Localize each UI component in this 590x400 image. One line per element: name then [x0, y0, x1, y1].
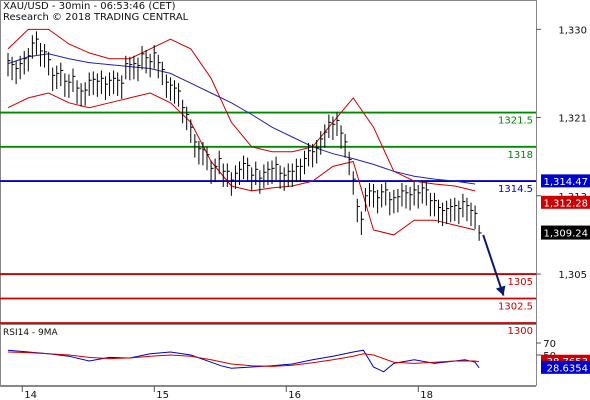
value-badge-label: 1,312.28	[543, 198, 588, 209]
bollinger-lower-line	[7, 92, 476, 236]
bollinger-upper-line	[7, 28, 476, 192]
rsi-y-tick-label: 70	[543, 339, 556, 350]
rsi-value-badge-bg	[541, 360, 590, 374]
rsi-series-1	[7, 351, 480, 367]
value-badge-label: 1,314.47	[543, 177, 588, 188]
instrument-header: XAU/USD - 30min - 06:53:46 (CET)	[3, 1, 176, 12]
rsi-badges: 38.765328.6354	[541, 354, 590, 374]
level-label: 1300	[508, 326, 533, 337]
current-price-badge-bg	[541, 225, 590, 240]
forecast-arrow-head	[495, 285, 506, 296]
level-label: 1314.5	[498, 184, 533, 195]
y-tick-label: 1,305	[558, 270, 587, 281]
forecast-arrow-group	[482, 234, 506, 296]
price-badges: 1,314.47 1,312.28 1,309.24	[541, 174, 590, 240]
price-candles	[7, 31, 482, 241]
level-label: 1318	[508, 150, 533, 161]
current-price-label: 1,309.24	[543, 229, 588, 240]
level-label: 1302.5	[498, 302, 533, 313]
rsi-panel-title: RSI14 - 9MA	[3, 328, 59, 338]
y-tick-label: 1,321	[558, 113, 587, 124]
moving-average-line	[7, 53, 476, 185]
x-axis: 14 15 16 18	[21, 386, 433, 400]
x-tick-label: 14	[24, 390, 37, 400]
level-label: 1305	[508, 277, 533, 288]
forecast-arrow-shaft	[482, 234, 505, 296]
research-credit: Research © 2018 TRADING CENTRAL	[3, 12, 189, 23]
value-badge-bg	[541, 174, 590, 188]
rsi-value-badge-label: 28.6354	[547, 363, 588, 374]
price-indicators	[7, 28, 476, 236]
x-tick-label: 16	[288, 390, 301, 400]
panel-frames	[0, 0, 537, 387]
y-tick-label: 1,330	[558, 25, 587, 36]
rsi-lines	[7, 349, 480, 373]
value-badge-bg	[541, 195, 590, 209]
level-label: 1321.5	[498, 116, 533, 127]
x-tick-label: 15	[156, 390, 169, 400]
x-tick-label: 18	[420, 390, 433, 400]
